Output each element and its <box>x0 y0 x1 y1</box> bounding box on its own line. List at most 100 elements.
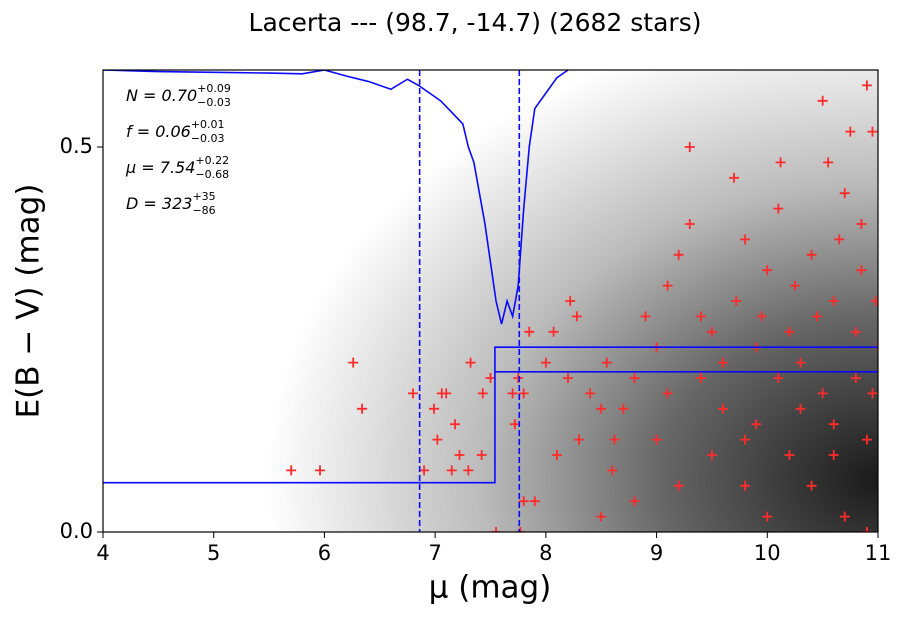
star-marker <box>684 142 695 152</box>
star-marker <box>817 388 828 399</box>
star-marker <box>601 357 612 368</box>
star-marker <box>856 219 867 229</box>
annotation-sub: −0.03 <box>197 96 231 109</box>
star-marker <box>509 419 520 430</box>
x-tick-label: 6 <box>318 541 331 565</box>
star-marker <box>548 326 559 337</box>
star-marker <box>718 403 728 414</box>
star-marker <box>565 296 576 306</box>
x-tick-label: 8 <box>539 541 552 565</box>
star-marker <box>571 311 582 322</box>
star-marker <box>845 126 856 137</box>
star-marker <box>518 388 529 399</box>
star-marker <box>806 249 817 260</box>
star-marker <box>432 434 443 445</box>
x-tick-label: 10 <box>754 541 781 565</box>
annotation-label: D = 323 <box>126 194 192 213</box>
star-marker <box>828 450 839 460</box>
y-tick-label: 0.5 <box>60 134 93 158</box>
star-marker <box>762 265 773 276</box>
star-marker <box>640 311 651 322</box>
star-marker <box>812 311 823 322</box>
star-marker <box>524 326 535 337</box>
annotations: N = 0.70+0.09 −0.03f = 0.06+0.01 −0.03μ = … <box>125 82 231 217</box>
star-marker <box>839 188 850 199</box>
annotation-sup: +35 <box>192 190 215 203</box>
star-marker <box>684 219 695 229</box>
axes-frame <box>102 69 879 533</box>
x-tick-label: 7 <box>428 541 441 565</box>
star-marker <box>695 373 706 383</box>
star-marker <box>662 388 673 399</box>
plot-area <box>103 70 878 532</box>
star-marker <box>585 388 596 399</box>
star-marker <box>609 434 620 445</box>
star-marker <box>491 527 502 532</box>
star-marker <box>429 403 440 414</box>
star-marker <box>784 450 795 460</box>
star-marker <box>856 265 867 276</box>
annotation-sup: +0.09 <box>197 82 231 95</box>
annotation-sup: +0.01 <box>191 118 225 131</box>
star-marker <box>823 157 834 168</box>
density-background <box>103 70 878 532</box>
star-marker <box>756 311 767 322</box>
chart-title: Lacerta --- (98.7, -14.7) (2682 stars) <box>249 8 702 37</box>
star-marker <box>651 434 662 445</box>
star-marker <box>861 434 872 445</box>
y-tick-label: 0.0 <box>60 519 93 543</box>
star-marker <box>795 357 806 368</box>
star-marker <box>450 419 461 430</box>
annotation: f = 0.06+0.01 −0.03 <box>126 118 225 145</box>
star-marker <box>515 527 526 532</box>
star-marker <box>784 326 795 337</box>
x-axis-label: μ (mag) <box>429 570 552 606</box>
star-marker <box>518 496 529 507</box>
star-marker <box>446 465 457 476</box>
star-marker <box>751 419 762 430</box>
likelihood-curve <box>103 70 569 325</box>
star-marker <box>357 403 368 414</box>
model-step <box>103 346 878 484</box>
star-marker <box>789 280 800 291</box>
star-marker <box>286 465 297 476</box>
star-marker <box>673 480 684 491</box>
annotation: μ = 7.54+0.22 −0.68 <box>125 154 229 181</box>
star-marker <box>775 157 786 168</box>
star-marker <box>795 403 806 414</box>
star-marker <box>740 234 751 245</box>
star-marker <box>828 419 839 430</box>
star-marker <box>850 326 861 337</box>
x-tick-label: 9 <box>650 541 663 565</box>
star-marker <box>596 403 607 414</box>
star-marker <box>870 296 878 306</box>
star-marker <box>762 511 773 522</box>
star-marker <box>731 296 742 306</box>
star-marker <box>718 357 728 368</box>
star-marker <box>618 403 629 414</box>
star-marker <box>540 357 551 368</box>
star-marker <box>485 373 496 383</box>
x-tick-label: 5 <box>207 541 220 565</box>
star-marker <box>834 234 845 245</box>
y-axis-label: E(B − V) (mag) <box>11 184 47 419</box>
star-marker <box>629 373 640 383</box>
star-marker <box>629 496 640 507</box>
star-marker <box>348 357 359 368</box>
star-marker <box>507 388 518 399</box>
annotation-sub: −0.03 <box>191 132 225 145</box>
annotation-sub: −0.68 <box>195 168 229 181</box>
star-marker <box>740 480 751 491</box>
x-tick-label: 11 <box>865 541 892 565</box>
star-marker <box>773 373 784 383</box>
star-marker <box>839 511 850 522</box>
annotation-sup: +0.22 <box>195 154 229 167</box>
star-marker <box>477 388 488 399</box>
annotation-label: f = 0.06 <box>126 122 191 141</box>
star-marker <box>513 373 524 383</box>
annotation-label: μ = 7.54 <box>125 158 195 177</box>
x-tick-label: 4 <box>96 541 109 565</box>
star-marker <box>729 172 740 183</box>
star-marker <box>463 465 474 476</box>
